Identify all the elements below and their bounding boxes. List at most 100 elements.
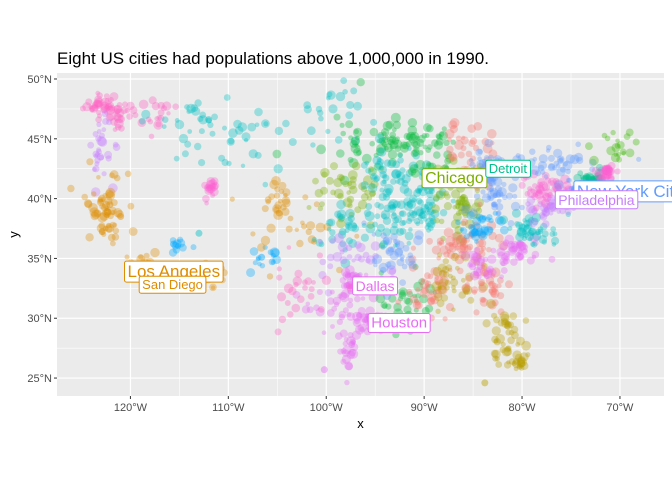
city-point [448,243,458,253]
city-point [210,285,216,290]
city-point [460,194,466,200]
city-point [248,149,258,159]
city-point [449,125,458,134]
city-point [522,244,529,250]
city-point [352,127,363,137]
city-point [319,201,325,208]
city-point [355,325,365,335]
city-point [511,245,519,253]
city-point [394,215,402,224]
city-point [438,131,445,137]
city-point [346,281,354,290]
city-point [416,188,422,195]
city-point [456,244,466,254]
city-point [336,173,345,181]
city-point [329,289,335,295]
city-point [390,212,398,220]
city-point [430,267,440,276]
city-point [496,198,502,204]
city-point [418,211,426,219]
city-point [423,204,429,210]
city-point [525,352,531,358]
city-point [486,246,492,253]
city-point [416,138,425,147]
city-point [319,258,327,266]
city-point [95,116,102,123]
city-point [526,195,536,205]
city-point [252,260,258,266]
city-point [604,169,612,177]
city-point [389,131,397,139]
city-point [541,207,551,217]
city-point [454,203,461,210]
city-point [523,224,530,230]
city-point [398,287,408,298]
city-point [507,226,513,231]
city-point [386,249,391,254]
city-point [304,277,313,285]
city-point [517,360,526,368]
city-point [589,155,599,166]
city-label-text: San Diego [142,277,203,292]
city-point [471,228,479,237]
city-point [455,210,462,216]
city-point [93,97,104,108]
city-point [407,167,417,176]
city-point [421,133,428,139]
city-point [333,301,340,307]
city-point [99,211,110,221]
city-point [364,160,370,166]
city-point [300,220,305,226]
city-point [111,233,120,241]
city-point [556,167,566,177]
city-point [508,242,518,253]
city-point [560,174,570,184]
city-point [138,254,144,260]
city-point [527,229,535,237]
city-point [427,220,436,229]
city-point [623,133,631,141]
city-point [425,147,432,154]
city-point [541,239,547,245]
city-point [373,162,382,171]
city-point [455,199,462,206]
city-point [497,277,504,284]
city-point [558,157,564,162]
x-axis-ticks: 120°W 110°W 100°W 90°W 80°W 70°W [114,396,634,414]
city-point [348,211,355,218]
city-point [266,273,274,280]
city-point [342,307,349,314]
city-point [333,188,344,199]
city-point [508,329,515,336]
city-point [557,182,563,188]
city-point [498,191,504,197]
city-point [604,166,610,173]
city-point [103,212,110,219]
city-point [451,189,461,199]
city-point [438,188,447,196]
city-point [316,144,326,155]
city-point [463,233,470,240]
city-point [331,305,338,312]
city-point [391,169,402,179]
city-point [105,155,112,162]
city-point [467,223,473,229]
city-point [370,173,378,181]
city-point [506,360,511,365]
city-point [270,259,276,265]
city-point [340,282,348,290]
city-point [113,174,121,182]
city-point [98,154,105,161]
city-point [599,172,607,181]
city-point [435,308,441,314]
city-point [547,192,554,198]
city-point [413,235,424,246]
city-point [96,129,102,134]
city-point [516,357,526,366]
city-point [89,105,95,112]
city-point [538,181,549,192]
city-point [115,108,125,118]
city-point [97,137,108,147]
city-point [548,255,556,263]
city-point [314,188,324,198]
